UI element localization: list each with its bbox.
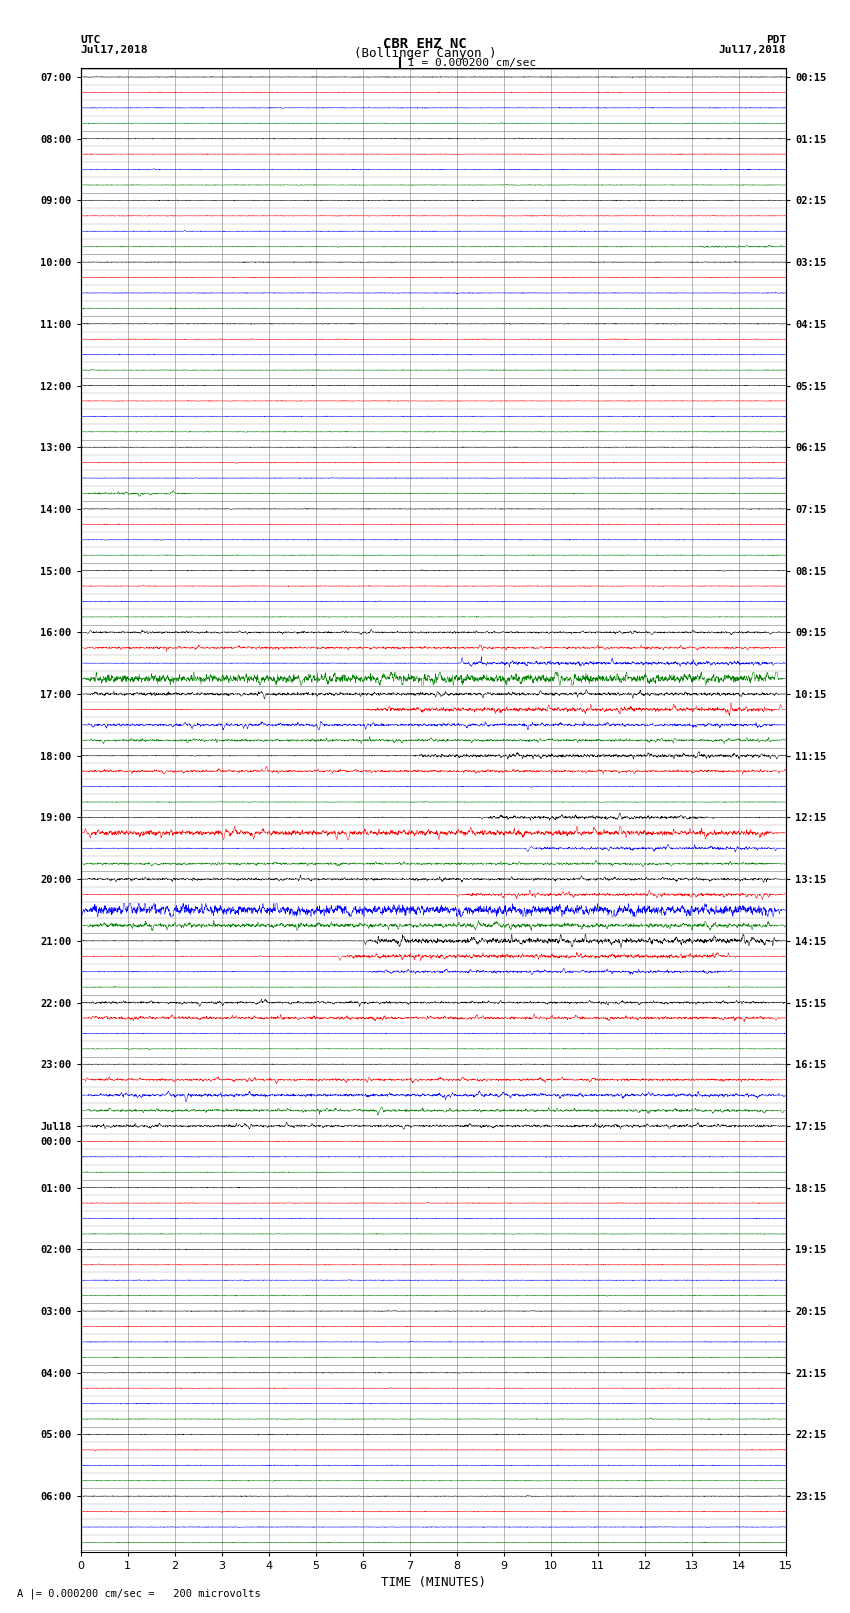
Text: A |= 0.000200 cm/sec =   200 microvolts: A |= 0.000200 cm/sec = 200 microvolts — [17, 1589, 261, 1598]
X-axis label: TIME (MINUTES): TIME (MINUTES) — [381, 1576, 486, 1589]
Text: Jul17,2018: Jul17,2018 — [81, 45, 148, 55]
Text: CBR EHZ NC: CBR EHZ NC — [383, 37, 467, 50]
Text: Jul17,2018: Jul17,2018 — [719, 45, 786, 55]
Text: I = 0.000200 cm/sec: I = 0.000200 cm/sec — [408, 58, 536, 68]
Text: UTC: UTC — [81, 35, 101, 45]
Text: (Bollinger Canyon ): (Bollinger Canyon ) — [354, 47, 496, 60]
Text: PDT: PDT — [766, 35, 786, 45]
